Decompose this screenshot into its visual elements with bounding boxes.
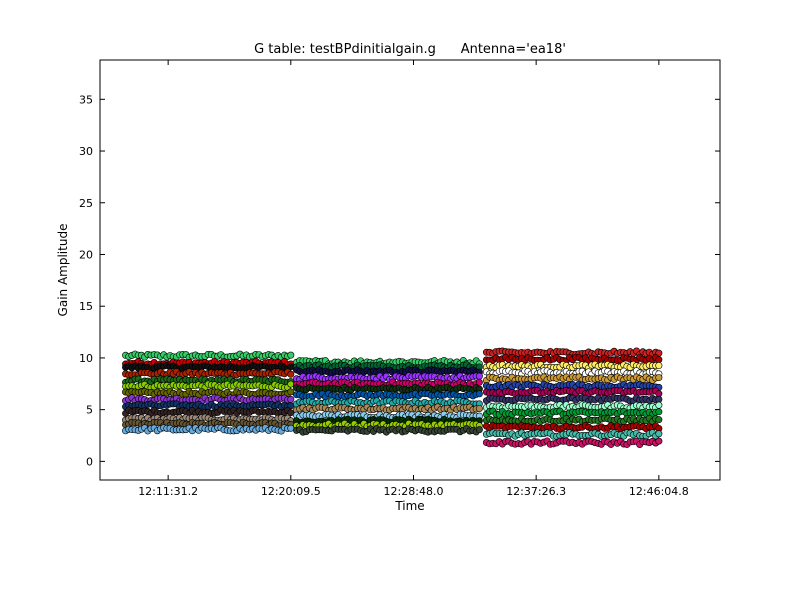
data-point [287, 395, 295, 403]
data-point [287, 388, 295, 396]
y-tick-label: 0 [86, 455, 93, 468]
y-axis: 0 5 10 15 20 25 30 35 [79, 93, 720, 468]
series-block2-13 [293, 425, 483, 436]
data-point [475, 390, 483, 398]
data-point [655, 408, 663, 416]
plot-frame [99, 59, 721, 481]
data-points [122, 347, 663, 449]
y-tick-label: 35 [79, 93, 93, 106]
x-tick-label: 12:37:26.3 [506, 485, 566, 498]
y-axis-label: Gain Amplitude [56, 224, 70, 317]
data-point [287, 351, 295, 359]
x-tick-label: 12:28:48.0 [384, 485, 444, 498]
y-tick-label: 5 [86, 404, 93, 417]
series-block3-8 [482, 394, 663, 405]
y-tick-label: 15 [79, 300, 93, 313]
x-tick-label: 12:46:04.8 [629, 485, 689, 498]
x-tick-label: 12:11:31.2 [138, 485, 198, 498]
series-block1-1 [122, 350, 295, 361]
series-block1-13 [122, 424, 295, 435]
data-point [475, 405, 483, 413]
y-tick-label: 20 [79, 248, 93, 261]
data-point [655, 374, 663, 382]
data-point [655, 416, 663, 424]
data-point [475, 372, 483, 380]
x-axis: 12:11:31.2 12:20:09.5 12:28:48.0 12:37:26.3… [138, 60, 689, 498]
data-point [655, 401, 663, 409]
x-tick-label: 12:20:09.5 [261, 485, 321, 498]
chart-title: G table: testBPdinitialgain.g Antenna='e… [254, 42, 566, 57]
data-point [287, 370, 295, 378]
series-block2-4 [293, 372, 483, 383]
data-point [655, 362, 663, 370]
series-block1-6 [122, 380, 295, 392]
series-block1-4 [122, 368, 295, 379]
series-block3-12 [482, 421, 663, 433]
scan-block-1 [122, 350, 295, 435]
series-block1-10 [122, 406, 295, 418]
data-point [655, 437, 663, 445]
scan-block-3 [482, 347, 663, 449]
series-block3-6 [482, 380, 663, 392]
series-block2-7 [293, 389, 483, 401]
x-axis-label: Time [394, 499, 424, 513]
scan-block-2 [293, 356, 483, 436]
data-point [475, 426, 483, 434]
y-tick-label: 30 [79, 145, 93, 158]
data-point [475, 378, 483, 386]
series-block3-14 [482, 437, 663, 449]
series-block1-8 [122, 394, 295, 405]
data-point [655, 356, 663, 364]
data-point [655, 430, 663, 438]
series-block3-10 [482, 407, 663, 419]
series-block1-9 [122, 400, 295, 411]
y-tick-label: 10 [79, 352, 93, 365]
y-tick-label: 25 [79, 197, 93, 210]
